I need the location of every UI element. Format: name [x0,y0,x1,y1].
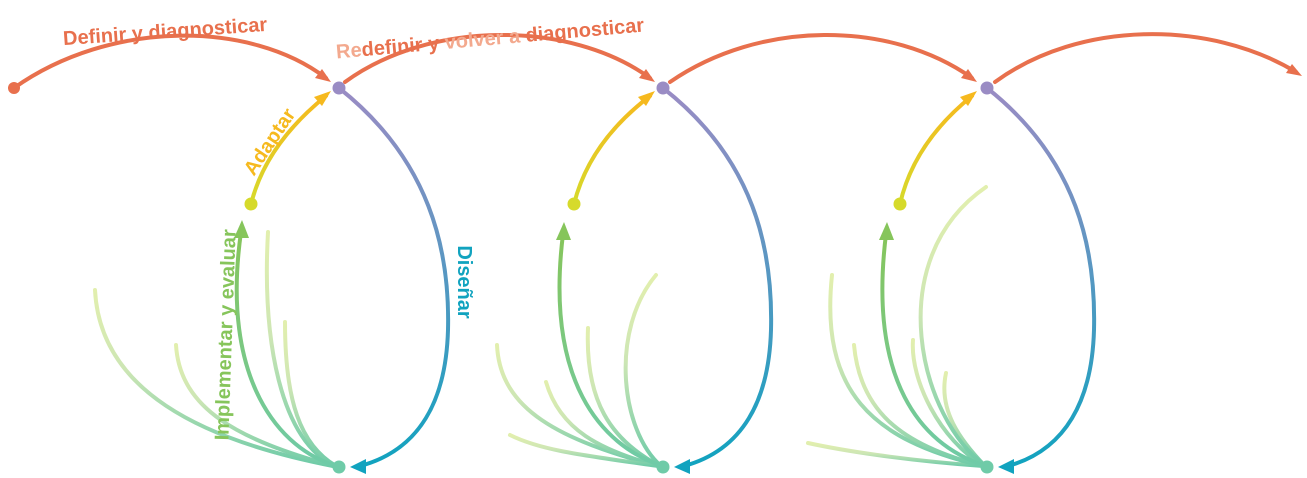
base-node [980,460,994,474]
label-design: Diseñar [453,245,475,319]
faded-path [852,343,985,468]
faded-path [910,338,986,468]
arc-redefine-1 [343,33,652,84]
faded-path [918,185,988,468]
arc-redefine-3 [993,32,1298,84]
design-path [337,86,451,468]
faded-path [264,230,337,468]
implement-path [880,232,988,468]
label-adapt: Adaptar [240,104,301,179]
faded-path [544,380,660,468]
adapt-path [249,94,328,206]
faded-path [623,273,663,468]
adapt-node [567,197,581,211]
arrowhead-define-1 [315,69,331,82]
design-path [661,86,774,468]
arrowhead-adapt [314,91,331,106]
start-node [8,82,20,94]
arrowhead-implement [234,220,249,238]
arrowhead-define-4 [1286,64,1302,76]
arrowhead-design [998,459,1014,474]
label-define: Definir y diagnosticar [62,14,268,50]
faded-path [283,320,338,468]
hub-node [332,81,346,95]
faded-path [508,433,660,468]
label-redefine-volver: volver a [444,25,522,54]
base-node [656,460,670,474]
cycle-3 [806,81,1097,474]
faded-path [93,288,335,468]
faded-path [174,343,335,468]
arc-redefine-2 [668,33,974,84]
arrowhead-design [350,459,366,474]
define-arrowheads [315,64,1302,82]
label-redefine-rest: definir y [361,32,446,61]
implement-path [557,232,664,468]
implement-path [234,230,339,468]
adapt-path [572,94,652,206]
define-arcs [12,32,1298,90]
adapt-node [893,197,907,211]
cycle-2 [495,81,774,474]
adapt-path [898,94,974,206]
arrowhead-define-3 [961,69,977,82]
base-node [332,460,346,474]
arrowhead-adapt [638,91,655,106]
label-implement: Implementar y evaluar [211,229,240,441]
label-redefine-tail: diagnosticar [519,15,645,48]
cycle-1 [93,81,451,474]
arrowhead-implement [879,222,894,240]
label-redefine-prefix: Re [335,39,362,63]
hub-node [980,81,994,95]
adapt-node [244,197,258,211]
arrowhead-design [674,459,690,474]
arc-define [12,33,328,90]
arrowhead-adapt [960,91,977,106]
faded-path [806,441,985,468]
design-path [985,86,1097,468]
arrowhead-define-2 [639,69,655,82]
label-redefine: Redefinir y volver a diagnosticar [335,15,645,64]
arrowhead-implement [556,222,571,240]
hub-node [656,81,670,95]
